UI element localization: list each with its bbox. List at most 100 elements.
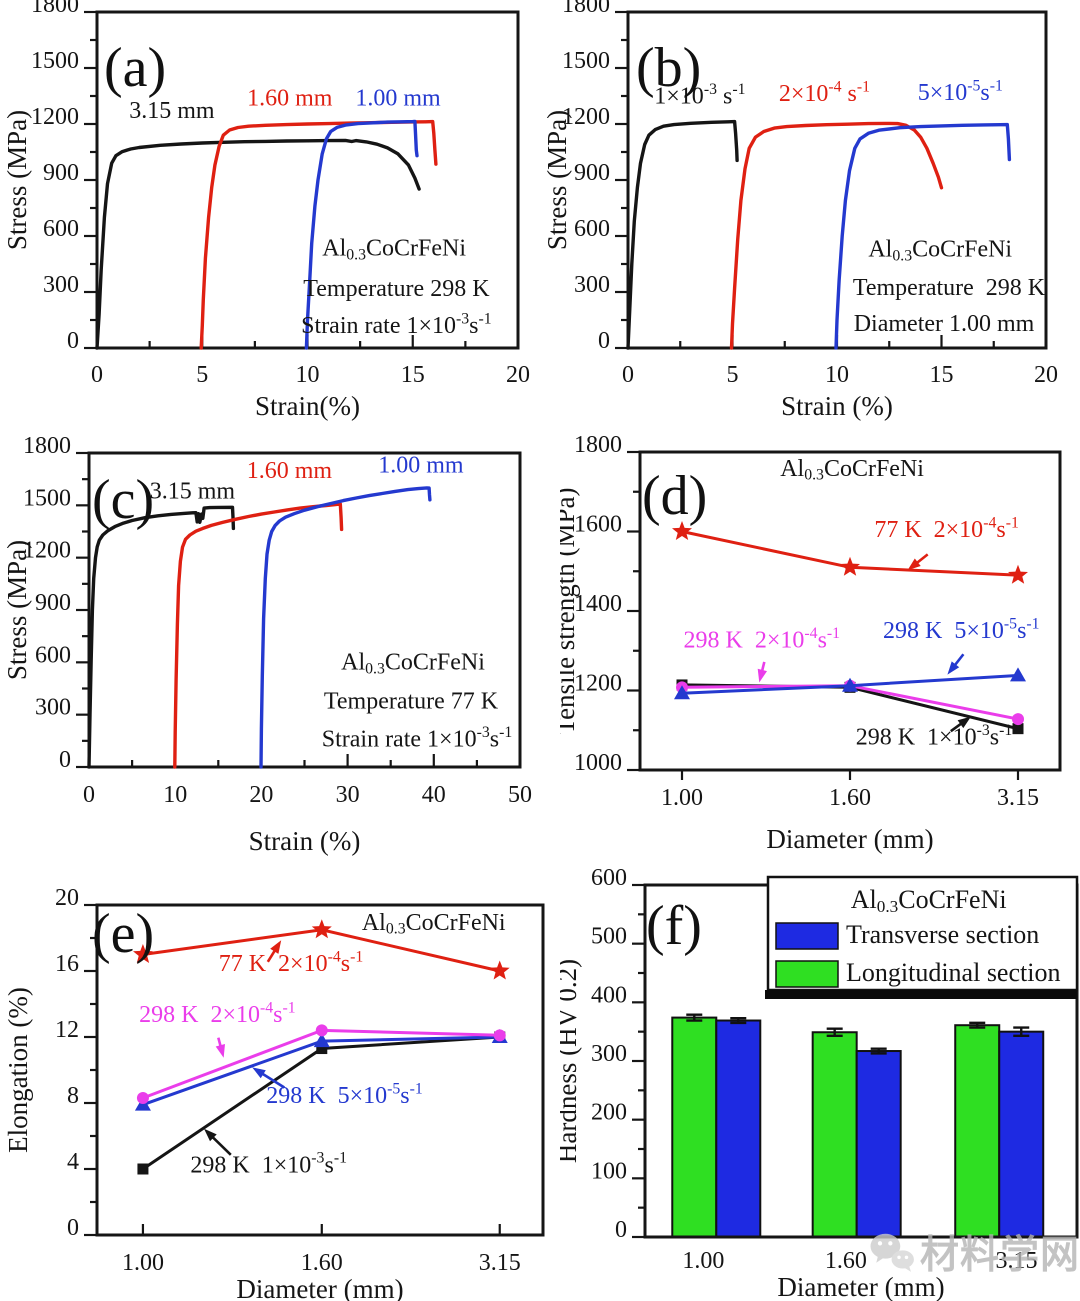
series-77-K-2×10-4-s-1 xyxy=(672,521,1028,584)
y-tick-label: 12 xyxy=(55,1017,79,1043)
annotation: Al0.3CoCrFeNi xyxy=(341,650,485,678)
y-tick-label: 600 xyxy=(591,865,627,891)
panel-a-chart: 0 300 600 900 1200 1500 1800 0 5 10 15 20 Stress (MP… xyxy=(2,0,530,421)
annotation-arrows xyxy=(757,553,971,733)
x-tick-label: 10 xyxy=(163,782,187,808)
y-tick-label: 300 xyxy=(591,1041,627,1067)
panel-letter-c: (c) xyxy=(92,469,154,531)
y-tick-label: 0 xyxy=(67,1215,79,1241)
annotations: 1×10-3 s-1 2×10-4 s-1 5×10-5s-1 Al0.3CoCrFe… xyxy=(654,77,1046,337)
x-axis-title: Strain (%) xyxy=(781,391,893,421)
annotations: Al0.3CoCrFeNi 77 K 2×10-4s-1 298 K 2×10-4s… xyxy=(139,910,506,1179)
y-tick-label: 0 xyxy=(615,1217,627,1243)
curve-3.15-mm xyxy=(87,505,236,769)
x-tick-label: 0 xyxy=(91,362,103,388)
panel-letter-d: (d) xyxy=(642,465,707,527)
y-tick-label: 1600 xyxy=(574,512,622,538)
x-tick-label: 15 xyxy=(930,362,954,388)
x-tick-label: 0 xyxy=(622,362,634,388)
curve-1.00-mm xyxy=(304,119,419,350)
data-series xyxy=(672,521,1028,735)
curve-2×10-4-s-1 xyxy=(729,121,944,350)
annotation: 1.60 mm xyxy=(247,85,333,111)
curve-1.60-mm xyxy=(173,502,344,769)
panel-e-chart: 0 4 8 12 16 20 1.00 1.60 3.15 Elongation (%) Diame… xyxy=(3,885,545,1301)
ticks xyxy=(84,903,501,1237)
y-tick-label: 4 xyxy=(67,1149,79,1175)
bar-transverse-3.15 xyxy=(998,1030,1045,1238)
legend: Al0.3CoCrFeNi Transverse section Longitudi… xyxy=(765,875,1079,999)
ticks xyxy=(632,883,645,1239)
x-tick-label: 20 xyxy=(249,782,273,808)
panel-f-chart: 0 100 200 300 400 500 600 1.00 1.60 3.15 Hardness … xyxy=(560,865,1079,1301)
annotation: 3.15 mm xyxy=(150,479,236,505)
annotation: Al0.3CoCrFeNi xyxy=(322,236,466,264)
y-tick-label: 1200 xyxy=(562,104,610,130)
x-tick-label: 1.00 xyxy=(661,785,703,811)
y-tick-label: 300 xyxy=(43,272,79,298)
annotation: 298 K 2×10-4s-1 xyxy=(139,1000,296,1029)
x-axis-title: Diameter (mm) xyxy=(766,824,933,854)
annotation: 2×10-4 s-1 xyxy=(779,78,870,107)
y-tick-label: 200 xyxy=(591,1100,627,1126)
annotation: 1.60 mm xyxy=(247,458,333,484)
y-tick-label: 600 xyxy=(35,642,71,668)
annotation: Al0.3CoCrFeNi xyxy=(362,910,506,938)
series-298-K-5×10-5-s-1 xyxy=(674,667,1026,700)
y-tick-label: 1500 xyxy=(31,48,79,74)
y-tick-label: 0 xyxy=(67,328,79,354)
annotation: 1.00 mm xyxy=(378,452,464,478)
x-tick-label: 50 xyxy=(508,782,532,808)
axes xyxy=(84,903,545,1237)
series-77-K-2×10-4-s-1 xyxy=(133,919,510,980)
annotation: 298 K 1×10-3s-1 xyxy=(190,1150,347,1179)
y-tick-label: 16 xyxy=(55,951,79,977)
annotation: Temperature 77 K xyxy=(324,688,499,714)
error-bar xyxy=(730,1016,747,1025)
panel-letter-b: (b) xyxy=(636,37,701,99)
bar-longitudinal-3.15 xyxy=(954,1024,1001,1238)
annotation: 5×10-5s-1 xyxy=(918,77,1003,106)
y-axis-title: Stress (MPa) xyxy=(542,110,572,250)
annotation: Temperature 298 K xyxy=(853,275,1046,301)
bar-longitudinal-1.00 xyxy=(671,1016,718,1238)
y-tick-label: 900 xyxy=(574,160,610,186)
annotation: 3.15 mm xyxy=(129,98,215,124)
y-tick-label: 1000 xyxy=(574,750,622,776)
y-tick-label: 8 xyxy=(67,1083,79,1109)
y-tick-label: 1200 xyxy=(31,104,79,130)
error-bar xyxy=(969,1021,986,1029)
y-tick-label: 1800 xyxy=(31,0,79,18)
annotation: Strain rate 1×10-3s-1 xyxy=(301,310,492,339)
y-tick-label: 300 xyxy=(574,272,610,298)
annotation: 298 K 5×10-5s-1 xyxy=(883,615,1040,644)
x-tick-label: 0 xyxy=(83,782,95,808)
legend-label: Longitudinal section xyxy=(846,958,1060,987)
legend-swatch-transverse xyxy=(775,922,839,950)
y-axis-title: Stress (MPa) xyxy=(2,540,32,680)
error-bar xyxy=(870,1047,887,1055)
y-tick-label: 300 xyxy=(35,695,71,721)
x-tick-label: 20 xyxy=(1034,362,1058,388)
curve-1×10-3-s-1 xyxy=(626,119,739,350)
x-tick-label: 20 xyxy=(506,362,530,388)
curves xyxy=(95,119,438,350)
x-axis-title: Strain(%) xyxy=(255,391,360,421)
bar-groups xyxy=(671,1013,1045,1238)
y-axis-title: Hardness (HV 0.2) xyxy=(560,959,582,1163)
x-tick-label: 15 xyxy=(401,362,425,388)
x-tick-label: 10 xyxy=(825,362,849,388)
legend-swatch-longitudinal xyxy=(775,960,839,988)
x-tick-label: 40 xyxy=(422,782,446,808)
error-bar xyxy=(686,1013,703,1022)
x-axis-title: Diameter (mm) xyxy=(777,1272,944,1301)
ticks xyxy=(84,10,520,350)
x-tick-label: 1.60 xyxy=(301,1250,343,1276)
error-bar xyxy=(1013,1026,1030,1037)
y-tick-label: 500 xyxy=(591,924,627,950)
panel-c-chart: 0 300 600 900 1200 1500 1800 0 10 20 30 40 50 Stress … xyxy=(2,433,532,856)
y-tick-label: 1800 xyxy=(574,432,622,458)
bar-longitudinal-1.60 xyxy=(811,1031,858,1238)
x-tick-label: 1.00 xyxy=(122,1250,164,1276)
